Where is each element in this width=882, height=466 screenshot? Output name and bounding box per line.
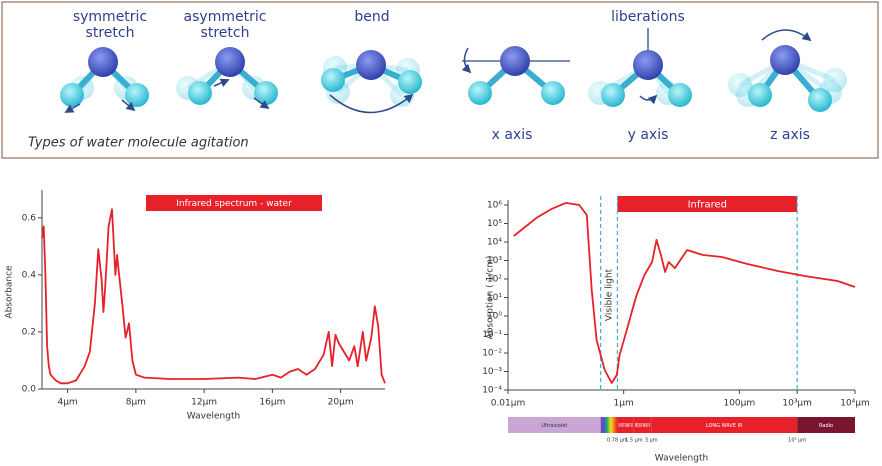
y-tick-label: 10⁻⁴: [482, 386, 502, 396]
arrow: [64, 103, 81, 113]
y-tick-label: 10⁶: [487, 201, 502, 211]
y-tick-label: 10⁻²: [482, 349, 502, 359]
x-tick-label: 10⁴µm: [840, 399, 870, 409]
arrow: [639, 94, 658, 105]
spectrum-band: [797, 417, 855, 433]
x-tick-label: 1µm: [614, 399, 634, 409]
mode-label: stretch: [201, 25, 250, 41]
oxygen: [356, 50, 386, 80]
hydrogen: [254, 81, 278, 105]
hydrogen: [60, 83, 84, 107]
y-axis-label: Absorbance: [5, 265, 15, 319]
axis-name: x axis: [492, 127, 533, 143]
x-axis-label: Wavelength: [655, 454, 708, 464]
spectrum-band: [508, 417, 601, 433]
hydrogen: [668, 83, 692, 107]
x-tick-label: 4µm: [57, 398, 77, 408]
hydrogen: [808, 88, 832, 112]
axis-name: z axis: [770, 127, 810, 143]
data-line: [41, 208, 386, 385]
y-tick-label: 0.2: [22, 327, 36, 337]
oxygen: [88, 47, 118, 77]
x-tick-label: 0.01µm: [491, 399, 526, 409]
band-label: Ultraviolet: [541, 423, 567, 429]
y-tick-label: 10⁴: [487, 238, 502, 248]
y-tick-label: 0.0: [22, 385, 37, 395]
edge-label: 0.78 µm: [607, 438, 628, 444]
hydrogen: [541, 81, 565, 105]
oxygen: [770, 45, 800, 75]
y-tick-label: 10³: [487, 256, 502, 266]
arrow: [761, 29, 812, 42]
arrow: [461, 47, 472, 74]
arrow: [213, 78, 230, 87]
x-tick-label: 100µm: [723, 399, 755, 409]
spectrum-band: [600, 417, 618, 433]
annotation-banner: [146, 195, 322, 211]
arrow: [253, 97, 270, 110]
y-tick-label: 0.4: [22, 270, 37, 280]
mode-label: symmetric: [73, 9, 147, 25]
arrow: [121, 99, 136, 112]
edge-label: 3 µm: [645, 438, 658, 444]
y-tick-label: 10⁻³: [482, 367, 502, 377]
oxygen: [500, 46, 530, 76]
data-line: [513, 202, 856, 384]
y-tick-label: 10⁰: [487, 312, 502, 322]
edge-label: 10³ µm: [788, 438, 806, 444]
arrow: [329, 93, 414, 114]
spectrum-band: [633, 417, 652, 433]
band-label: SHORT WAVE IR: [618, 423, 633, 429]
mode-label: asymmetric: [184, 9, 267, 25]
region-label: Infrared: [688, 200, 727, 211]
x-tick-label: 8µm: [126, 398, 146, 408]
caption: Types of water molecule agitation: [28, 136, 249, 151]
band-label: MEDIUM WAVE IR: [635, 423, 651, 429]
x-tick-label: 10³µm: [782, 399, 812, 409]
mode-label: bend: [354, 9, 389, 25]
hydrogen: [188, 81, 212, 105]
mode-label: liberations: [611, 9, 685, 25]
region-banner: [617, 196, 798, 212]
molecules: [60, 28, 847, 114]
band-label: LONG WAVE IR: [706, 423, 743, 429]
x-axis-label: Wavelength: [187, 412, 240, 422]
band-label: Radio: [819, 423, 833, 429]
hydrogen: [125, 83, 149, 107]
y-tick-label: 10⁻¹: [482, 330, 502, 340]
mode-label: stretch: [86, 25, 135, 41]
x-tick-label: 16µm: [259, 398, 285, 408]
y-tick-label: 10²: [487, 275, 502, 285]
annotation: Infrared spectrum - water: [176, 199, 292, 209]
hydrogen: [398, 70, 422, 94]
y-axis-label: Absorption ( 1/cm): [486, 256, 496, 340]
axis-name: y axis: [628, 127, 669, 143]
hydrogen: [321, 68, 345, 92]
spectrum-band: [617, 417, 634, 433]
x-tick-label: 20µm: [328, 398, 354, 408]
x-tick-label: 12µm: [191, 398, 217, 408]
spectrum-band: [651, 417, 798, 433]
oxygen: [215, 47, 245, 77]
hydrogen: [468, 81, 492, 105]
y-tick-label: 10¹: [487, 293, 502, 303]
visible-label: Visible light: [605, 268, 615, 321]
y-tick-label: 0.6: [22, 213, 37, 223]
oxygen: [633, 50, 663, 80]
y-tick-label: 10⁵: [487, 219, 502, 229]
hydrogen: [601, 83, 625, 107]
hydrogen: [748, 83, 772, 107]
edge-label: 1.5 µm: [625, 438, 643, 444]
